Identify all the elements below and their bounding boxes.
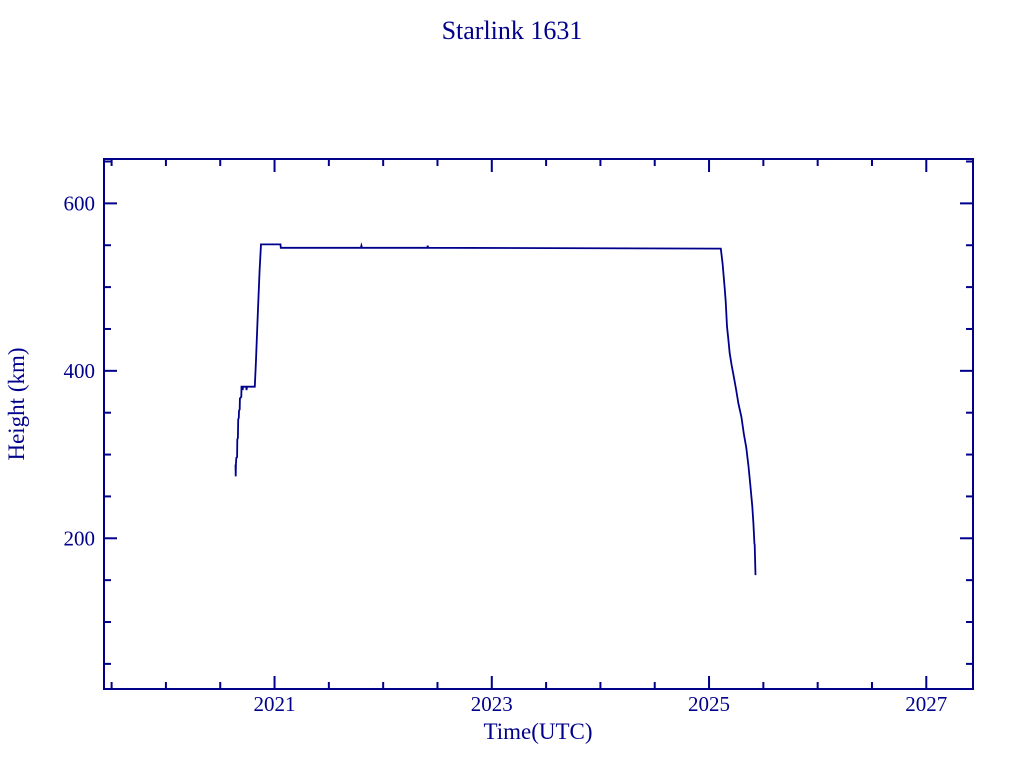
x-axis-label: Time(UTC) [483, 719, 592, 744]
y-tick-label: 600 [64, 191, 96, 215]
x-tick-label: 2025 [688, 692, 730, 716]
y-tick-label: 400 [64, 359, 96, 383]
data-series [234, 242, 757, 576]
x-tick-label: 2021 [254, 692, 296, 716]
axis-tick-labels: 2021 2023 2025 2027 200 400 600 [64, 191, 948, 716]
x-tick-label: 2027 [905, 692, 947, 716]
y-tick-label: 200 [64, 526, 96, 550]
chart-title: Starlink 1631 [442, 16, 583, 45]
plot-frame [103, 158, 974, 690]
axis-ticks [104, 159, 973, 689]
y-axis-label: Height (km) [4, 347, 29, 460]
height-series-line [234, 242, 757, 576]
x-tick-label: 2023 [471, 692, 513, 716]
